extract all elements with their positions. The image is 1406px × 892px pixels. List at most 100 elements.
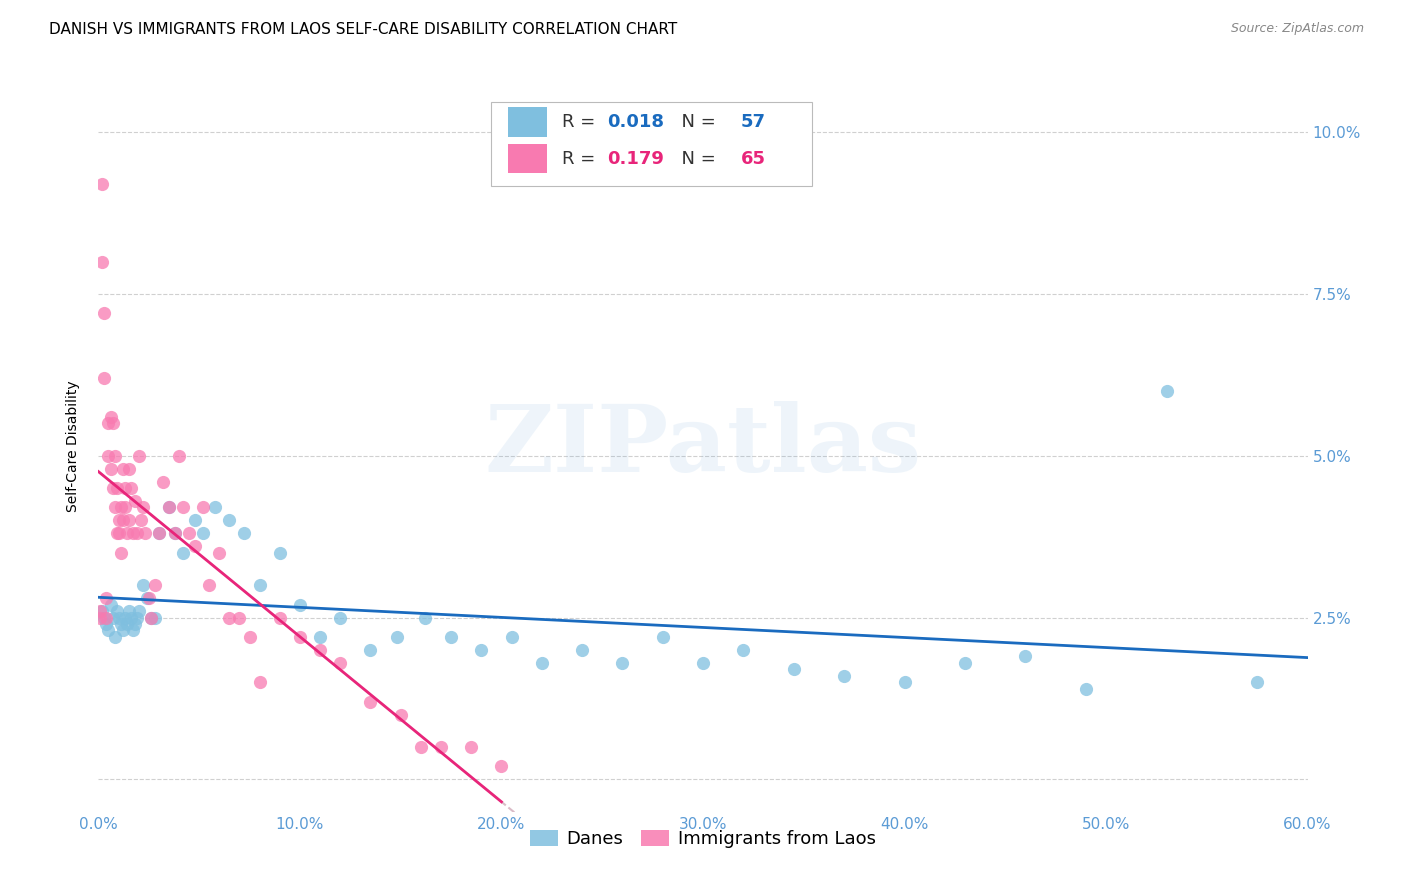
- Point: [101, 481, 124, 495]
- Text: 65: 65: [741, 150, 765, 168]
- Point: [249, 675, 271, 690]
- Point: [134, 526, 156, 541]
- Point: [288, 630, 311, 644]
- Point: [172, 500, 194, 515]
- Point: [163, 526, 186, 541]
- Point: [172, 546, 194, 560]
- Point: [385, 630, 408, 644]
- Point: [114, 481, 136, 495]
- Point: [115, 617, 138, 632]
- Point: [124, 494, 146, 508]
- Point: [107, 610, 129, 624]
- Point: [1246, 675, 1268, 690]
- Point: [249, 578, 271, 592]
- Point: [118, 604, 141, 618]
- Point: [389, 707, 412, 722]
- Point: [139, 610, 162, 624]
- Point: [288, 598, 311, 612]
- Point: [530, 656, 553, 670]
- Point: [124, 617, 146, 632]
- FancyBboxPatch shape: [509, 107, 547, 136]
- Point: [167, 449, 190, 463]
- Point: [1156, 384, 1178, 398]
- Point: [103, 449, 125, 463]
- Point: [114, 500, 136, 515]
- Point: [129, 513, 152, 527]
- Point: [103, 500, 125, 515]
- Point: [193, 500, 215, 515]
- Point: [96, 610, 118, 624]
- Point: [651, 630, 673, 644]
- Point: [163, 526, 186, 541]
- Point: [148, 526, 170, 541]
- Point: [128, 604, 150, 618]
- Point: [105, 481, 128, 495]
- Point: [501, 630, 523, 644]
- Point: [409, 739, 432, 754]
- Point: [470, 643, 492, 657]
- Point: [269, 610, 291, 624]
- Point: [139, 610, 162, 624]
- Text: R =: R =: [561, 150, 600, 168]
- Point: [110, 500, 132, 515]
- Point: [96, 617, 118, 632]
- Point: [218, 513, 240, 527]
- Point: [460, 739, 482, 754]
- Point: [184, 513, 207, 527]
- Point: [107, 526, 129, 541]
- Point: [783, 662, 806, 676]
- Point: [97, 449, 120, 463]
- Point: [96, 591, 118, 606]
- Point: [125, 526, 148, 541]
- Point: [184, 539, 207, 553]
- Point: [132, 578, 155, 592]
- Point: [135, 591, 157, 606]
- Point: [143, 578, 166, 592]
- Point: [132, 500, 155, 515]
- Point: [329, 610, 352, 624]
- Text: 0.179: 0.179: [607, 150, 665, 168]
- Point: [953, 656, 976, 670]
- Text: R =: R =: [561, 113, 600, 131]
- Point: [101, 610, 124, 624]
- Point: [100, 461, 122, 475]
- Text: ZIPatlas: ZIPatlas: [485, 401, 921, 491]
- Point: [105, 604, 128, 618]
- Point: [110, 546, 132, 560]
- Point: [491, 759, 513, 773]
- Point: [120, 610, 142, 624]
- Point: [612, 656, 634, 670]
- Text: DANISH VS IMMIGRANTS FROM LAOS SELF-CARE DISABILITY CORRELATION CHART: DANISH VS IMMIGRANTS FROM LAOS SELF-CARE…: [49, 22, 678, 37]
- Point: [118, 513, 141, 527]
- Point: [91, 604, 114, 618]
- Point: [128, 449, 150, 463]
- Text: N =: N =: [671, 150, 721, 168]
- Point: [111, 624, 134, 638]
- Point: [125, 610, 148, 624]
- Point: [157, 500, 180, 515]
- Point: [118, 461, 141, 475]
- Point: [101, 417, 124, 431]
- Point: [138, 591, 160, 606]
- Point: [105, 526, 128, 541]
- Text: Source: ZipAtlas.com: Source: ZipAtlas.com: [1230, 22, 1364, 36]
- Point: [440, 630, 463, 644]
- Point: [692, 656, 714, 670]
- Point: [93, 371, 115, 385]
- Point: [1074, 681, 1097, 696]
- Point: [832, 669, 855, 683]
- Point: [208, 546, 231, 560]
- Point: [360, 695, 382, 709]
- Point: [228, 610, 250, 624]
- Point: [179, 526, 201, 541]
- Point: [89, 604, 111, 618]
- Point: [148, 526, 170, 541]
- Point: [100, 409, 122, 424]
- Point: [93, 306, 115, 320]
- Point: [152, 475, 174, 489]
- Point: [91, 254, 114, 268]
- Point: [1014, 649, 1036, 664]
- Point: [269, 546, 291, 560]
- Point: [733, 643, 755, 657]
- Point: [232, 526, 254, 541]
